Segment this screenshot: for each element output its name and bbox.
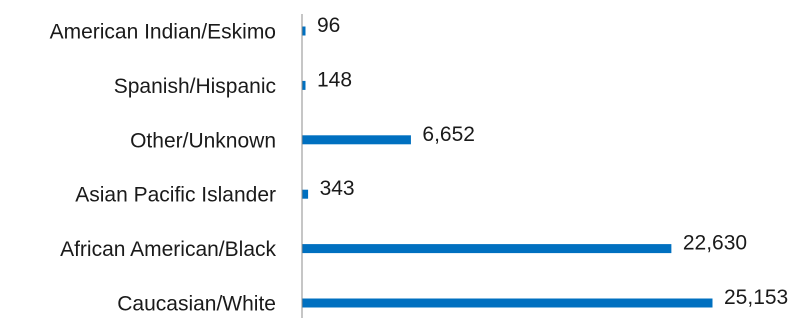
bar-4 [302, 244, 672, 254]
category-label-3: Asian Pacific Islander [75, 184, 276, 207]
bar-3 [302, 189, 309, 199]
category-label-4: African American/Black [60, 238, 276, 261]
bars-group [302, 26, 713, 308]
value-labels: 96 148 6,652 343 22,630 25,153 [317, 14, 788, 309]
category-label-5: Caucasian/White [117, 293, 276, 316]
value-label-1: 148 [317, 68, 352, 91]
category-labels: American Indian/Eskimo Spanish/Hispanic Ot… [50, 21, 277, 316]
bar-5 [302, 298, 713, 308]
value-label-4: 22,630 [683, 232, 747, 255]
value-label-3: 343 [320, 177, 355, 200]
value-label-5: 25,153 [724, 286, 788, 309]
bar-2 [302, 135, 411, 145]
bar-0 [302, 26, 306, 36]
value-label-0: 96 [317, 14, 340, 37]
category-label-2: Other/Unknown [130, 129, 276, 152]
category-label-0: American Indian/Eskimo [50, 21, 276, 44]
value-label-2: 6,652 [422, 123, 475, 146]
category-label-1: Spanish/Hispanic [114, 75, 276, 98]
bar-1 [302, 80, 306, 90]
